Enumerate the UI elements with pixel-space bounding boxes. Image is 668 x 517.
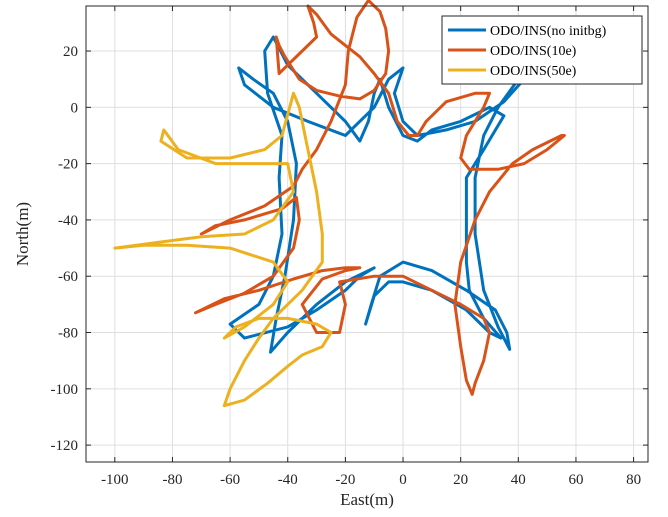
x-tick-label: -40: [278, 472, 298, 488]
tick-labels: -100 -80 -60 -40 -20 0 20 40 60 80 20 0 -20 -40 -60 -80…: [51, 44, 642, 488]
x-axis-label: East(m): [340, 490, 394, 509]
y-tick-label: 0: [71, 100, 79, 116]
legend-entry-2: ODO/INS(10e): [490, 44, 577, 59]
x-tick-label: 40: [511, 472, 526, 488]
x-tick-label: -60: [220, 472, 240, 488]
x-tick-label: -100: [101, 472, 129, 488]
x-tick-label: -80: [162, 472, 182, 488]
x-tick-label: 0: [399, 472, 407, 488]
y-tick-label: 20: [63, 44, 78, 60]
legend-entry-3: ODO/INS(50e): [490, 64, 577, 79]
y-tick-label: -60: [58, 269, 78, 285]
y-tick-label: -100: [51, 382, 79, 398]
x-tick-label: 20: [453, 472, 468, 488]
series-line-3: [113, 91, 333, 408]
plot-frame: [85, 5, 649, 463]
series-line-1: [228, 35, 540, 354]
x-tick-label: 60: [568, 472, 583, 488]
legend: ODO/INS(no initbg) ODO/INS(10e) ODO/INS(50…: [441, 15, 643, 85]
y-axis-label: North(m): [13, 202, 32, 266]
x-tick-label: 80: [626, 472, 641, 488]
series-line-2: [194, 0, 566, 396]
tick-marks: [86, 6, 648, 462]
gridlines: [86, 6, 648, 462]
legend-entry-1: ODO/INS(no initbg): [490, 24, 607, 39]
x-tick-label: -20: [335, 472, 355, 488]
y-tick-label: -80: [58, 326, 78, 342]
y-tick-label: -120: [51, 438, 79, 454]
y-tick-label: -40: [58, 213, 78, 229]
y-tick-label: -20: [58, 157, 78, 173]
series-layer: [113, 0, 566, 408]
